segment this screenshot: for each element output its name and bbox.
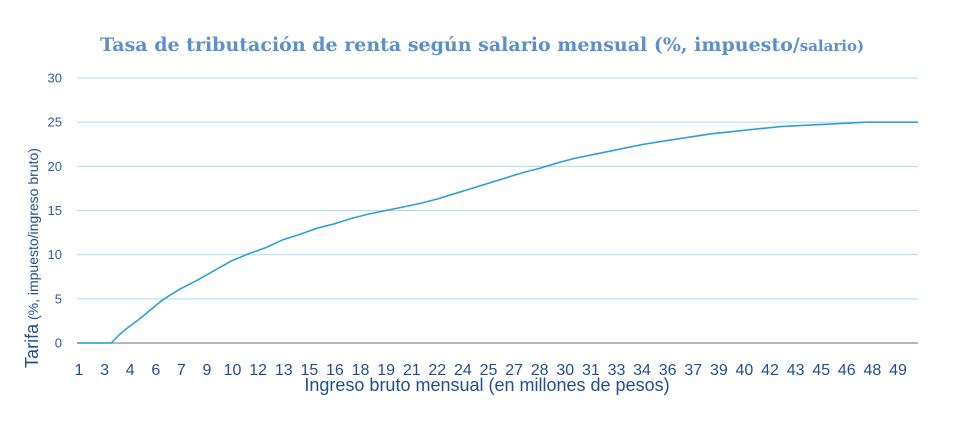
gridlines	[77, 77, 918, 300]
y-tick-labels: 0 5 10 15 20 25 30	[48, 71, 62, 351]
x-tick-label: 45	[812, 362, 830, 379]
x-tick-label: 34	[633, 362, 651, 379]
x-tick-label: 39	[710, 362, 728, 379]
y-axis-label: Tarifa (%, impuesto/ingreso bruto)	[22, 148, 42, 368]
x-tick-label: 40	[736, 362, 754, 379]
x-tick-label: 36	[659, 362, 677, 379]
x-tick-label: 48	[864, 362, 882, 379]
x-tick-label: 46	[838, 362, 856, 379]
y-tick-label: 20	[48, 159, 62, 174]
x-tick-label: 24	[454, 362, 472, 379]
x-tick-label: 37	[684, 362, 702, 379]
x-tick-label: 13	[275, 362, 293, 379]
x-tick-label: 4	[126, 362, 135, 379]
y-axis-label-sub: (%, impuesto/ingreso bruto)	[25, 148, 41, 320]
y-tick-label: 25	[48, 115, 62, 130]
y-tick-label: 15	[48, 203, 62, 218]
x-tick-label: 3	[100, 362, 109, 379]
x-tick-label: 6	[151, 362, 160, 379]
chart-title: Tasa de tributación de renta según salar…	[100, 34, 864, 56]
x-tick-label: 42	[761, 362, 779, 379]
x-tick-label: 18	[352, 362, 370, 379]
x-tick-label: 9	[203, 362, 212, 379]
x-tick-label: 15	[300, 362, 318, 379]
y-tick-label: 0	[55, 336, 62, 351]
x-tick-label: 10	[224, 362, 242, 379]
x-tick-label: 28	[531, 362, 549, 379]
y-axis-label-main: Tarifa	[22, 323, 42, 368]
x-tick-label: 25	[480, 362, 498, 379]
chart-title-main: Tasa de tributación de renta según salar…	[100, 34, 800, 56]
x-tick-label: 43	[787, 362, 805, 379]
chart-title-tail: salario)	[800, 37, 864, 55]
x-tick-label: 27	[505, 362, 523, 379]
y-tick-label: 30	[48, 71, 62, 86]
x-tick-label: 16	[326, 362, 344, 379]
x-axis-label: Ingreso bruto mensual (en millones de pe…	[304, 375, 669, 395]
tax-rate-series-line	[77, 121, 918, 344]
x-tick-label: 22	[428, 362, 446, 379]
x-tick-label: 12	[249, 362, 267, 379]
y-tick-label: 5	[55, 291, 62, 306]
x-tick-label: 19	[377, 362, 395, 379]
x-tick-label: 49	[889, 362, 907, 379]
x-tick-label: 7	[177, 362, 186, 379]
x-tick-label: 21	[403, 362, 421, 379]
x-tick-label: 33	[608, 362, 626, 379]
x-tick-label: 30	[556, 362, 574, 379]
y-tick-label: 10	[48, 247, 62, 262]
x-tick-label: 1	[75, 362, 84, 379]
x-tick-label: 31	[582, 362, 600, 379]
x-tick-labels: 1 3 4 6 7 9 10 12 13 15 16 18 19 21 22 24 25 27 28 30 31 33 34…	[75, 362, 907, 379]
